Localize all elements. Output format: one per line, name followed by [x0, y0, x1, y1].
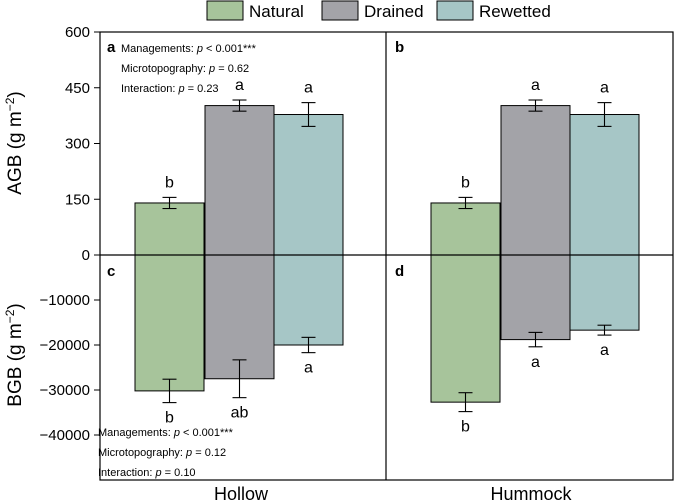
- category-label-hollow: Hollow: [214, 484, 269, 504]
- axis-title-superscript: −2: [3, 309, 17, 323]
- bottom-sig-letter: a: [304, 360, 313, 377]
- bottom-panel-letter-c: c: [107, 263, 115, 280]
- top-ytick-label: 600: [65, 24, 90, 41]
- bottom-sig-letter: b: [461, 419, 470, 436]
- stats-text-part: = 0.23: [185, 83, 219, 95]
- top-bar-natural-hummock: [430, 202, 501, 256]
- axis-title-superscript: −2: [3, 97, 17, 111]
- bottom-ytick-label: −30000: [40, 382, 90, 399]
- stats-text-part: < 0.001***: [203, 43, 257, 55]
- legend-label-rewetted: Rewetted: [479, 2, 551, 21]
- top-bar-rewetted-hummock: [569, 114, 640, 256]
- axis-title-main: AGB (g m: [5, 111, 26, 194]
- bottom-bar-drained-hummock: [500, 254, 571, 341]
- top-panel-letter-a: a: [107, 39, 116, 56]
- top-bar-natural-hollow: [134, 202, 205, 256]
- bottom-ytick-label: −20000: [40, 337, 90, 354]
- top-stats-line: Microtopography: p = 0.62: [121, 63, 249, 75]
- legend-label-drained: Drained: [364, 2, 424, 21]
- top-sig-letter: a: [531, 77, 540, 94]
- stats-text-part: Microtopography:: [98, 447, 186, 459]
- bottom-bar-rewetted-hollow: [273, 254, 344, 346]
- legend-swatch-rewetted: [436, 0, 474, 21]
- bottom-axis-title: BGB (g m−2): [3, 303, 26, 406]
- stats-text-part: Managements:: [121, 43, 197, 55]
- bottom-panel-letter-d: d: [395, 263, 404, 280]
- top-sig-letter: a: [235, 77, 244, 94]
- top-sig-letter: a: [600, 80, 609, 97]
- legend-label-natural: Natural: [249, 2, 304, 21]
- legend-swatch-drained: [321, 0, 359, 21]
- stats-text-part: Managements:: [98, 427, 174, 439]
- stats-text-part: = 0.62: [215, 63, 249, 75]
- stats-text-part: < 0.001***: [180, 427, 234, 439]
- stats-text-part: Microtopography:: [121, 63, 209, 75]
- stats-text-part: p: [173, 427, 180, 439]
- axis-title-main: BGB (g m: [5, 323, 26, 406]
- bottom-ytick-label: −40000: [40, 427, 90, 444]
- top-sig-letter: b: [165, 174, 174, 191]
- stats-text-part: Interaction:: [98, 467, 155, 479]
- stats-text-part: p: [185, 447, 192, 459]
- bottom-stats-line: Microtopography: p = 0.12: [98, 447, 226, 459]
- axis-title-end: ): [5, 91, 26, 97]
- bottom-stats-line: Interaction: p = 0.10: [98, 467, 196, 479]
- top-bar-drained-hollow: [204, 105, 275, 256]
- bottom-bar-natural-hollow: [134, 254, 205, 392]
- top-bar-drained-hummock: [500, 105, 571, 256]
- bottom-sig-letter: b: [165, 410, 174, 427]
- bottom-stats-line: Managements: p < 0.001***: [98, 427, 234, 439]
- top-sig-letter: a: [304, 80, 313, 97]
- top-ytick-label: 150: [65, 191, 90, 208]
- stats-text-part: p: [208, 63, 215, 75]
- top-stats-line: Managements: p < 0.001***: [121, 43, 257, 55]
- legend-swatch-natural: [206, 0, 244, 21]
- top-ytick-label: 300: [65, 136, 90, 153]
- stats-text-part: p: [154, 467, 161, 479]
- top-stats-line: Interaction: p = 0.23: [121, 83, 219, 95]
- top-ytick-label: 0: [82, 247, 90, 264]
- top-panel-letter-b: b: [395, 39, 404, 56]
- stats-text-part: p: [177, 83, 184, 95]
- axis-title-end: ): [5, 303, 26, 309]
- bottom-sig-letter: a: [600, 342, 609, 359]
- stats-text-part: = 0.12: [192, 447, 226, 459]
- bottom-bar-rewetted-hummock: [569, 254, 640, 331]
- top-bar-rewetted-hollow: [273, 114, 344, 256]
- stats-text-part: = 0.10: [162, 467, 196, 479]
- top-sig-letter: b: [461, 174, 470, 191]
- top-ytick-label: 450: [65, 80, 90, 97]
- bottom-sig-letter: ab: [231, 405, 249, 422]
- bottom-sig-letter: a: [531, 354, 540, 371]
- top-axis-title: AGB (g m−2): [3, 91, 26, 194]
- stats-text-part: p: [196, 43, 203, 55]
- stats-text-part: Interaction:: [121, 83, 178, 95]
- bottom-ytick-label: −10000: [40, 292, 90, 309]
- category-label-hummock: Hummock: [490, 484, 572, 504]
- bottom-bar-natural-hummock: [430, 254, 501, 403]
